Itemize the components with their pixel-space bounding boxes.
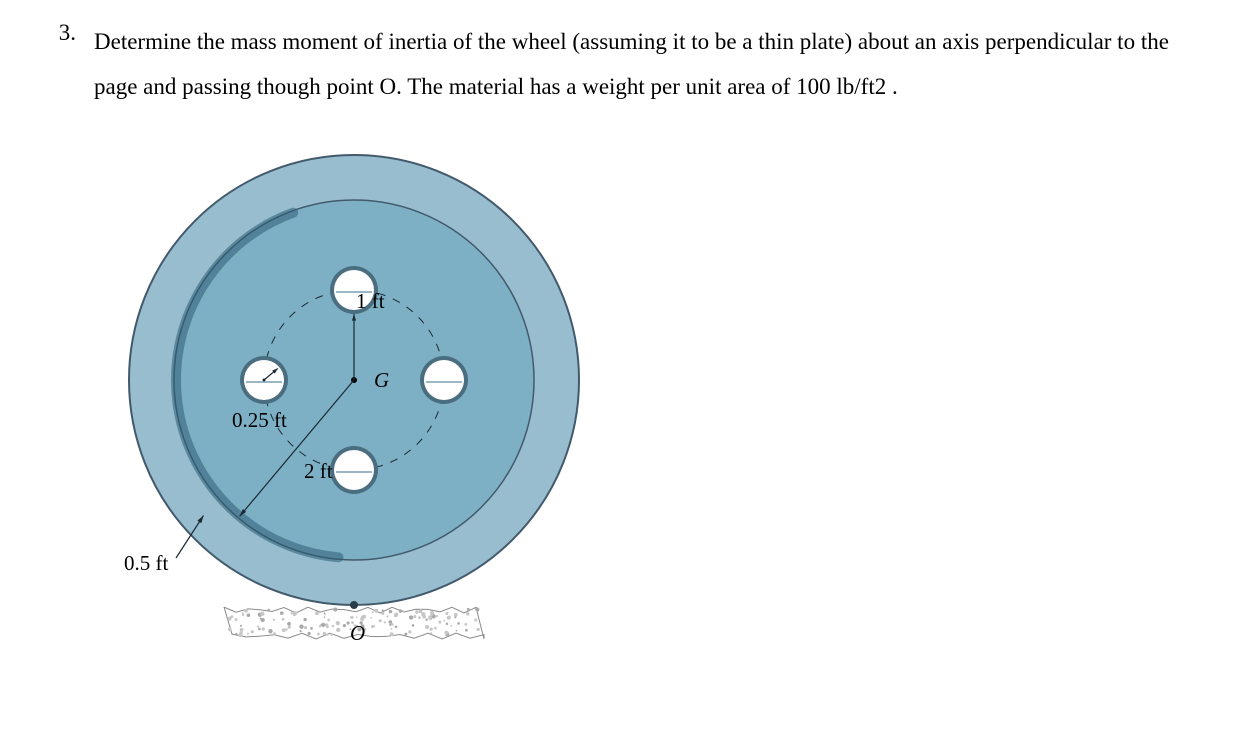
wheel-figure: 1 ft 0.25 ft 2 ft 0.5 ft G O xyxy=(94,140,594,640)
page: 3. Determine the mass moment of inertia … xyxy=(0,0,1256,660)
label-G: G xyxy=(374,368,389,392)
point-O xyxy=(350,601,358,609)
label-1ft: 1 ft xyxy=(356,289,385,313)
problem-number: 3. xyxy=(30,20,94,46)
label-0-5ft: 0.5 ft xyxy=(124,551,168,575)
hole xyxy=(240,356,288,404)
problem-block: 3. Determine the mass moment of inertia … xyxy=(30,20,1216,110)
label-2ft: 2 ft xyxy=(304,459,333,483)
hole xyxy=(420,356,468,404)
problem-text: Determine the mass moment of inertia of … xyxy=(94,20,1216,110)
hole xyxy=(330,446,378,494)
label-O: O xyxy=(350,621,365,640)
label-0-25ft: 0.25 ft xyxy=(232,408,287,432)
